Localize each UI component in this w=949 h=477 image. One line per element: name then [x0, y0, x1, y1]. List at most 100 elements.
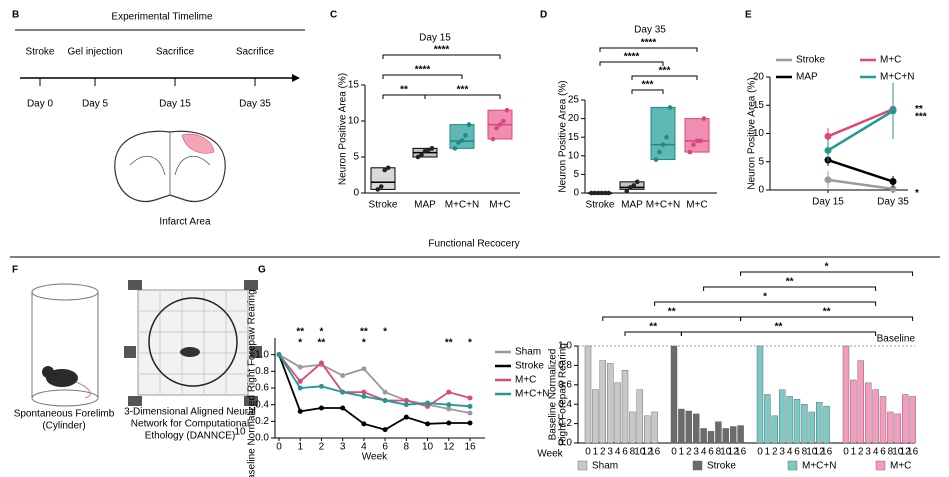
bar	[651, 411, 658, 444]
significance-label: **	[360, 327, 368, 338]
bar	[865, 382, 872, 444]
y-tick-label: 0.4	[558, 399, 572, 410]
y-tick-label: 10	[568, 150, 580, 161]
significance-bracket	[382, 54, 501, 59]
x-tick-label: 12	[443, 442, 455, 453]
data-point	[660, 142, 666, 147]
data-point	[429, 146, 435, 151]
legend-swatch	[692, 460, 703, 471]
x-tick-label: 16	[464, 442, 476, 453]
brain-label: Infarct Area	[159, 217, 211, 228]
marker	[318, 405, 324, 411]
data-point	[631, 183, 637, 188]
x-tick-label: 12	[900, 447, 912, 458]
marker	[403, 398, 409, 403]
axis-label: Right Forepaw Rearing	[558, 343, 569, 446]
x-tick-label: 6	[794, 447, 800, 458]
brain	[114, 130, 226, 203]
x-tick-label: 16	[649, 447, 661, 458]
bar	[894, 413, 901, 444]
x-tick-label: 8	[404, 442, 410, 453]
significance-bracket	[424, 94, 501, 99]
x-tick-label: M+C+N	[646, 200, 680, 211]
y-tick-label: 0.6	[558, 379, 572, 390]
x-tick-label: 8	[802, 447, 808, 458]
panel-letter: C	[330, 10, 337, 21]
significance-label: ***	[457, 85, 469, 96]
cylinder-illustration	[31, 283, 99, 407]
x-tick-label: 4	[873, 447, 879, 458]
significance-label: *	[468, 338, 472, 349]
caption: Ethology (DANNCE)	[145, 431, 236, 442]
x-tick-label: 3	[607, 447, 613, 458]
x-tick-label: 6	[382, 442, 388, 453]
y-tick-label: 0.2	[558, 418, 572, 429]
series-line	[827, 109, 894, 152]
data-point	[504, 107, 510, 113]
significance-label: ***	[659, 66, 671, 77]
data-point	[624, 188, 630, 194]
marker	[297, 385, 303, 391]
marker	[446, 389, 452, 395]
x-tick-label: 10	[634, 447, 646, 458]
axis-label: Baseline Normalized Right Forepaw Rearin…	[247, 289, 258, 477]
bar	[592, 389, 599, 444]
significance-label: ****	[624, 52, 640, 63]
data-point	[606, 190, 612, 196]
data-point	[378, 184, 384, 189]
data-point	[595, 190, 601, 196]
marker	[361, 366, 367, 372]
legend-label: Stroke	[707, 461, 736, 472]
bar	[644, 415, 651, 444]
legend-swatch	[875, 460, 886, 471]
bar	[599, 360, 606, 444]
x-tick-label: 4	[701, 447, 707, 458]
marker	[467, 410, 473, 416]
bar	[857, 360, 864, 444]
legend-label: M+C+N	[802, 461, 836, 472]
y-tick-label: 1.0	[255, 349, 269, 360]
marker	[824, 146, 832, 154]
y-tick-label: 0.0	[255, 433, 269, 444]
caption: Spontaneous Forelimb	[14, 409, 115, 420]
event-label: Sacrifice	[156, 47, 195, 58]
baseline-label: Baseline	[877, 334, 916, 345]
marker	[297, 378, 303, 384]
significance-label: ****	[641, 38, 657, 49]
bar	[879, 396, 887, 444]
legend-swatch	[577, 460, 588, 471]
data-point	[422, 148, 428, 154]
bar	[786, 396, 793, 444]
bar	[793, 399, 801, 444]
bar	[614, 382, 621, 444]
marker	[382, 389, 388, 395]
marker	[467, 403, 473, 409]
reference: 10	[234, 427, 246, 438]
y-tick-label: 0.2	[255, 416, 269, 427]
significance-label: ***	[915, 112, 927, 123]
bar	[808, 411, 815, 444]
legend-label: M+C+N	[515, 389, 549, 400]
x-tick-label: MAP	[621, 200, 643, 211]
marker	[446, 406, 452, 412]
x-tick-label: 12	[642, 447, 654, 458]
significance-label: ****	[434, 45, 450, 56]
significance-label: **	[775, 322, 783, 333]
data-point	[653, 157, 659, 162]
x-tick-label: 3	[693, 447, 699, 458]
axis-label: Baseline Normalized	[548, 349, 559, 441]
marker	[403, 402, 409, 408]
x-tick-label: 4	[361, 442, 367, 453]
day-label: Day 35	[239, 99, 271, 110]
marker	[318, 360, 324, 366]
bar	[737, 425, 744, 444]
x-tick-label: 3	[340, 442, 346, 453]
data-point	[701, 116, 707, 121]
data-point	[385, 165, 391, 171]
chart-title: Day 35	[634, 25, 666, 36]
series-line	[278, 353, 471, 414]
bar	[872, 389, 879, 444]
significance-label: **	[786, 277, 794, 288]
significance-label: ****	[415, 65, 431, 76]
